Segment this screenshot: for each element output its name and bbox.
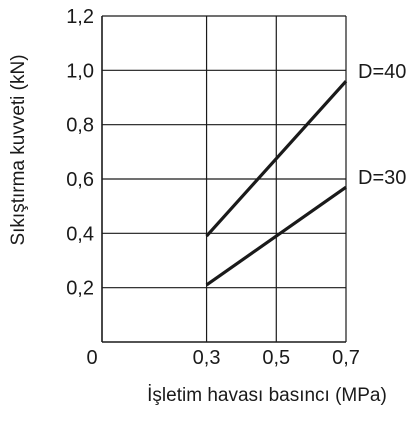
x-tick-label: 0 — [86, 347, 97, 369]
series-line-0 — [205, 80, 348, 238]
y-axis-label: Sıkıştırma kuvveti (kN) — [8, 54, 29, 245]
y-tick-labels: 0,2 0,4 0,6 0,8 1,0 1,2 — [66, 6, 94, 300]
series-labels: D=40 D=30 — [358, 61, 406, 189]
grid — [101, 15, 347, 343]
y-tick-label: 0,2 — [66, 278, 94, 300]
y-tick-label: 0,8 — [66, 115, 94, 137]
x-tick-label: 0,7 — [332, 347, 360, 369]
series-lines — [205, 80, 348, 287]
y-tick-label: 0,4 — [66, 223, 94, 245]
x-tick-label: 0,5 — [262, 347, 290, 369]
y-tick-label: 0,6 — [66, 169, 94, 191]
y-tick-label: 1,0 — [66, 60, 94, 82]
x-axis-label: İşletim havası basıncı (MPa) — [147, 385, 387, 406]
series-line-1 — [205, 185, 347, 287]
series-label-0: D=40 — [358, 61, 406, 83]
x-tick-label: 0,3 — [193, 347, 221, 369]
y-tick-label: 1,2 — [66, 6, 94, 28]
series-label-1: D=30 — [358, 167, 406, 189]
x-tick-labels: 0 0,3 0,5 0,7 — [86, 347, 359, 369]
